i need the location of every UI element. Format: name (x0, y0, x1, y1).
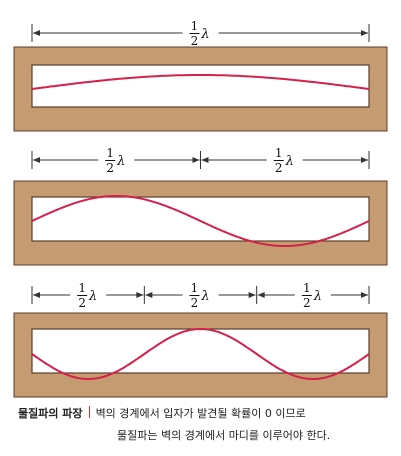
label-denominator: 2 (303, 296, 311, 310)
label-numerator: 1 (78, 281, 86, 295)
panel-2-loop: 12 λ12 λ (13, 146, 388, 266)
lambda-symbol: λ (200, 289, 209, 304)
standing-wave-diagram: 12 λ12 λ12 λ12 λ12 λ12 λ (13, 19, 388, 398)
label-numerator: 1 (106, 146, 114, 160)
caption-line2: 물질파는 벽의 경계에서 마디를 이루어야 한다. (117, 429, 331, 442)
half-wavelength-label: 12 λ (301, 281, 322, 310)
label-numerator: 1 (191, 19, 199, 33)
arrowhead-right (248, 292, 256, 298)
arrowhead-right (361, 157, 368, 163)
lambda-symbol: λ (200, 27, 209, 42)
arrowhead-left (145, 292, 153, 298)
lambda-symbol: λ (88, 289, 97, 304)
arrowhead-left (33, 30, 40, 36)
box-cavity (31, 328, 370, 374)
box-cavity (31, 64, 370, 108)
arrowhead-right (361, 30, 368, 36)
arrowhead-left (33, 292, 40, 298)
wave-curve (31, 195, 370, 247)
label-denominator: 2 (191, 296, 199, 310)
lambda-symbol: λ (116, 154, 125, 169)
label-denominator: 2 (275, 161, 283, 175)
arrowhead-left (257, 292, 265, 298)
label-numerator: 1 (303, 281, 311, 295)
lambda-symbol: λ (285, 154, 294, 169)
half-wavelength-label: 12 λ (77, 281, 97, 310)
wave-curve (31, 327, 370, 381)
half-wavelength-label: 12 λ (273, 146, 294, 175)
lambda-symbol: λ (313, 289, 322, 304)
label-denominator: 2 (191, 34, 199, 48)
half-wavelength-label: 12 λ (189, 281, 210, 310)
arrowhead-right (192, 157, 200, 163)
arrowhead-left (33, 157, 40, 163)
wave-curve (31, 74, 370, 90)
caption-separator (88, 406, 90, 418)
caption-title: 물질파의 파장 (18, 407, 83, 420)
label-denominator: 2 (106, 161, 114, 175)
label-numerator: 1 (275, 146, 283, 160)
half-wavelength-label: 12 λ (189, 19, 210, 48)
arrowhead-right (136, 292, 144, 298)
arrowhead-left (201, 157, 209, 163)
panel-1-loop: 12 λ (13, 19, 388, 132)
caption-line1: 벽의 경계에서 입자가 발견될 확률이 0 이므로 (95, 407, 306, 420)
box-cavity (31, 196, 370, 242)
label-numerator: 1 (191, 281, 199, 295)
label-denominator: 2 (78, 296, 86, 310)
half-wavelength-label: 12 λ (105, 146, 125, 175)
arrowhead-right (361, 292, 368, 298)
figure-caption: 물질파의 파장 벽의 경계에서 입자가 발견될 확률이 0 이므로 물질파는 벽… (18, 405, 398, 443)
panel-3-loop: 12 λ12 λ12 λ (13, 281, 388, 398)
